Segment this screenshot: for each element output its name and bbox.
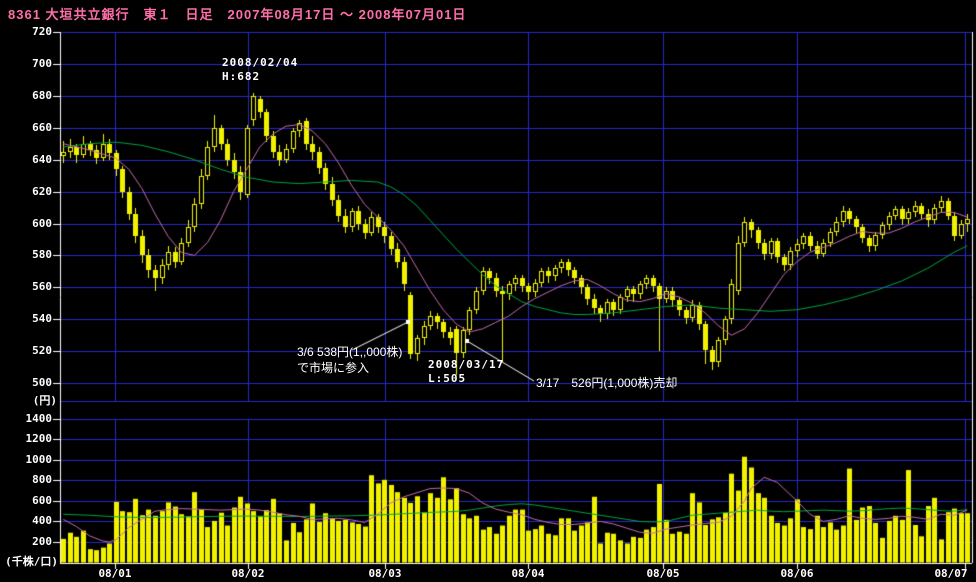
volume-tick-1400: 1400	[25, 412, 53, 425]
x-label-08-01: 08/01	[98, 567, 132, 580]
volume-tick-1000: 1000	[25, 453, 53, 466]
low-note-line: L:505	[428, 372, 467, 385]
x-label-08-06: 08/06	[780, 567, 814, 580]
volume-tick-600: 600	[32, 494, 52, 507]
price-tick-600: 600	[32, 217, 52, 230]
price-unit-label: (円)	[32, 394, 57, 407]
sell-note-line: 3/17 526円(1,000株)売却	[536, 376, 678, 390]
price-tick-560: 560	[32, 280, 52, 293]
x-label-08-05: 08/05	[646, 567, 680, 580]
price-tick-680: 680	[32, 89, 52, 102]
x-label-08-04: 08/04	[511, 567, 545, 580]
price-tick-520: 520	[32, 344, 52, 357]
high-note-line: 2008/02/04	[222, 56, 299, 69]
buy-note: 3/6 538円(1,,000株) で市場に参入	[297, 344, 402, 376]
volume-tick-400: 400	[32, 514, 52, 527]
volume-unit-label: (千株/口)	[5, 555, 58, 568]
price-tick-720: 720	[32, 25, 52, 38]
price-tick-700: 700	[32, 57, 52, 70]
buy-note-line: で市場に参入	[297, 361, 370, 375]
x-label-08-02: 08/02	[231, 567, 265, 580]
low-note: 2008/03/17 L:505	[428, 358, 504, 386]
buy-note-line: 3/6 538円(1,,000株)	[297, 345, 403, 359]
price-tick-620: 620	[32, 185, 52, 198]
sell-note: 3/17 526円(1,000株)売却	[536, 375, 677, 391]
price-tick-540: 540	[32, 312, 52, 325]
price-tick-580: 580	[32, 248, 52, 261]
volume-tick-1200: 1200	[25, 432, 53, 445]
high-note-line: H:682	[222, 70, 261, 83]
price-tick-500: 500	[32, 376, 52, 389]
price-tick-660: 660	[32, 121, 52, 134]
chart-title: 8361 大垣共立銀行 東１ 日足 2007年08月17日 ～ 2008年07月…	[8, 7, 467, 22]
x-label-08-07: 08/07	[934, 567, 968, 580]
price-tick-640: 640	[32, 153, 52, 166]
volume-tick-200: 200	[32, 535, 52, 548]
volume-tick-800: 800	[32, 473, 52, 486]
x-label-08-03: 08/03	[368, 567, 402, 580]
low-note-line: 2008/03/17	[428, 358, 505, 371]
high-note: 2008/02/04 H:682	[222, 56, 298, 84]
